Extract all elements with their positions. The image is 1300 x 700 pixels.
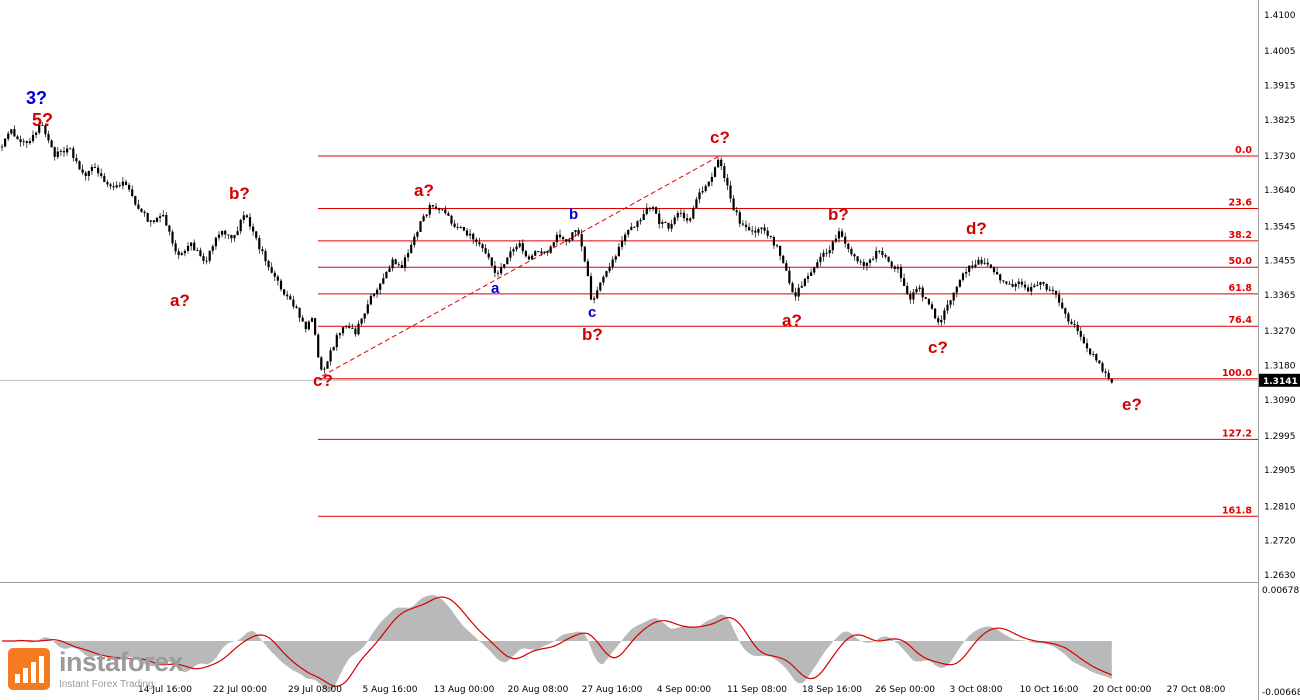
fib-label: 76.4 bbox=[1229, 315, 1253, 326]
time-tick: 5 Aug 16:00 bbox=[363, 685, 418, 695]
fib-label: 38.2 bbox=[1229, 230, 1252, 241]
fib-label: 100.0 bbox=[1222, 368, 1252, 379]
wave-label: c bbox=[588, 304, 596, 321]
fib-label: 161.8 bbox=[1222, 505, 1252, 516]
price-tick: 1.3270 bbox=[1264, 327, 1296, 337]
instaforex-logo-icon bbox=[8, 648, 50, 690]
wave-label: 5? bbox=[32, 110, 53, 130]
indicator-min-label: -0.00668 bbox=[1262, 688, 1300, 698]
candlesticks bbox=[0, 120, 1113, 384]
wave-label: b? bbox=[828, 205, 849, 224]
current-price-badge bbox=[1259, 373, 1300, 387]
fib-label: 0.0 bbox=[1235, 145, 1252, 156]
wave-label: a? bbox=[414, 181, 434, 200]
time-tick: 14 Jul 16:00 bbox=[138, 685, 192, 695]
time-tick: 11 Sep 08:00 bbox=[727, 685, 787, 695]
price-tick: 1.3365 bbox=[1264, 291, 1296, 301]
time-tick: 10 Oct 16:00 bbox=[1020, 685, 1079, 695]
wave-label: a bbox=[491, 280, 500, 297]
wave-label: b? bbox=[582, 325, 603, 344]
price-tick: 1.3825 bbox=[1264, 116, 1296, 126]
indicator-max-label: 0.00678 bbox=[1262, 586, 1299, 596]
price-tick: 1.2630 bbox=[1264, 571, 1296, 581]
wave-label: c? bbox=[710, 128, 730, 147]
price-tick: 1.3455 bbox=[1264, 257, 1296, 267]
wave-label: a? bbox=[170, 291, 190, 310]
time-tick: 20 Aug 08:00 bbox=[508, 685, 569, 695]
wave-label: a? bbox=[782, 311, 802, 330]
time-tick: 3 Oct 08:00 bbox=[950, 685, 1003, 695]
time-tick: 20 Oct 00:00 bbox=[1093, 685, 1152, 695]
price-tick: 1.3915 bbox=[1264, 81, 1296, 91]
wave-label: b? bbox=[229, 184, 250, 203]
fib-label: 50.0 bbox=[1229, 256, 1253, 267]
wave-label: c? bbox=[313, 371, 333, 390]
fibonacci-levels bbox=[318, 155, 1258, 517]
price-tick: 1.4100 bbox=[1264, 11, 1296, 21]
price-tick: 1.2905 bbox=[1264, 466, 1296, 476]
trendline bbox=[321, 156, 719, 377]
price-tick: 1.3180 bbox=[1264, 361, 1296, 371]
price-tick: 1.3730 bbox=[1264, 152, 1296, 162]
fib-label: 127.2 bbox=[1222, 428, 1252, 439]
wave-label: d? bbox=[966, 219, 987, 238]
price-tick: 1.2995 bbox=[1264, 432, 1296, 442]
current-price-value: 1.3141 bbox=[1263, 377, 1298, 387]
price-tick: 1.3545 bbox=[1264, 222, 1296, 232]
time-tick: 27 Oct 08:00 bbox=[1167, 685, 1226, 695]
brand-tagline: Instant Forex Trading bbox=[59, 678, 154, 690]
time-tick: 13 Aug 00:00 bbox=[434, 685, 495, 695]
time-tick: 22 Jul 00:00 bbox=[213, 685, 267, 695]
time-tick: 26 Sep 00:00 bbox=[875, 685, 935, 695]
wave-label: e? bbox=[1122, 395, 1142, 414]
time-tick: 27 Aug 16:00 bbox=[582, 685, 643, 695]
wave-label: 3? bbox=[26, 88, 47, 108]
price-tick: 1.4005 bbox=[1264, 47, 1296, 57]
price-tick: 1.3640 bbox=[1264, 186, 1296, 196]
brand-watermark: instaforex Instant Forex Trading bbox=[8, 646, 184, 690]
fib-label: 23.6 bbox=[1229, 198, 1253, 209]
price-tick: 1.3090 bbox=[1264, 396, 1296, 406]
wave-label: b bbox=[569, 206, 578, 223]
oscillator-signal-line bbox=[2, 596, 1113, 687]
oscillator-histogram bbox=[2, 594, 1112, 692]
fib-label: 61.8 bbox=[1229, 283, 1253, 294]
brand-name: instaforex bbox=[59, 646, 184, 677]
price-tick: 1.2810 bbox=[1264, 502, 1296, 512]
wave-label: c? bbox=[928, 338, 948, 357]
time-tick: 29 Jul 08:00 bbox=[288, 685, 342, 695]
time-tick: 18 Sep 16:00 bbox=[802, 685, 862, 695]
brand-text-block: instaforex Instant Forex Trading bbox=[59, 646, 184, 690]
price-tick: 1.2720 bbox=[1264, 537, 1296, 547]
time-tick: 4 Sep 00:00 bbox=[657, 685, 712, 695]
